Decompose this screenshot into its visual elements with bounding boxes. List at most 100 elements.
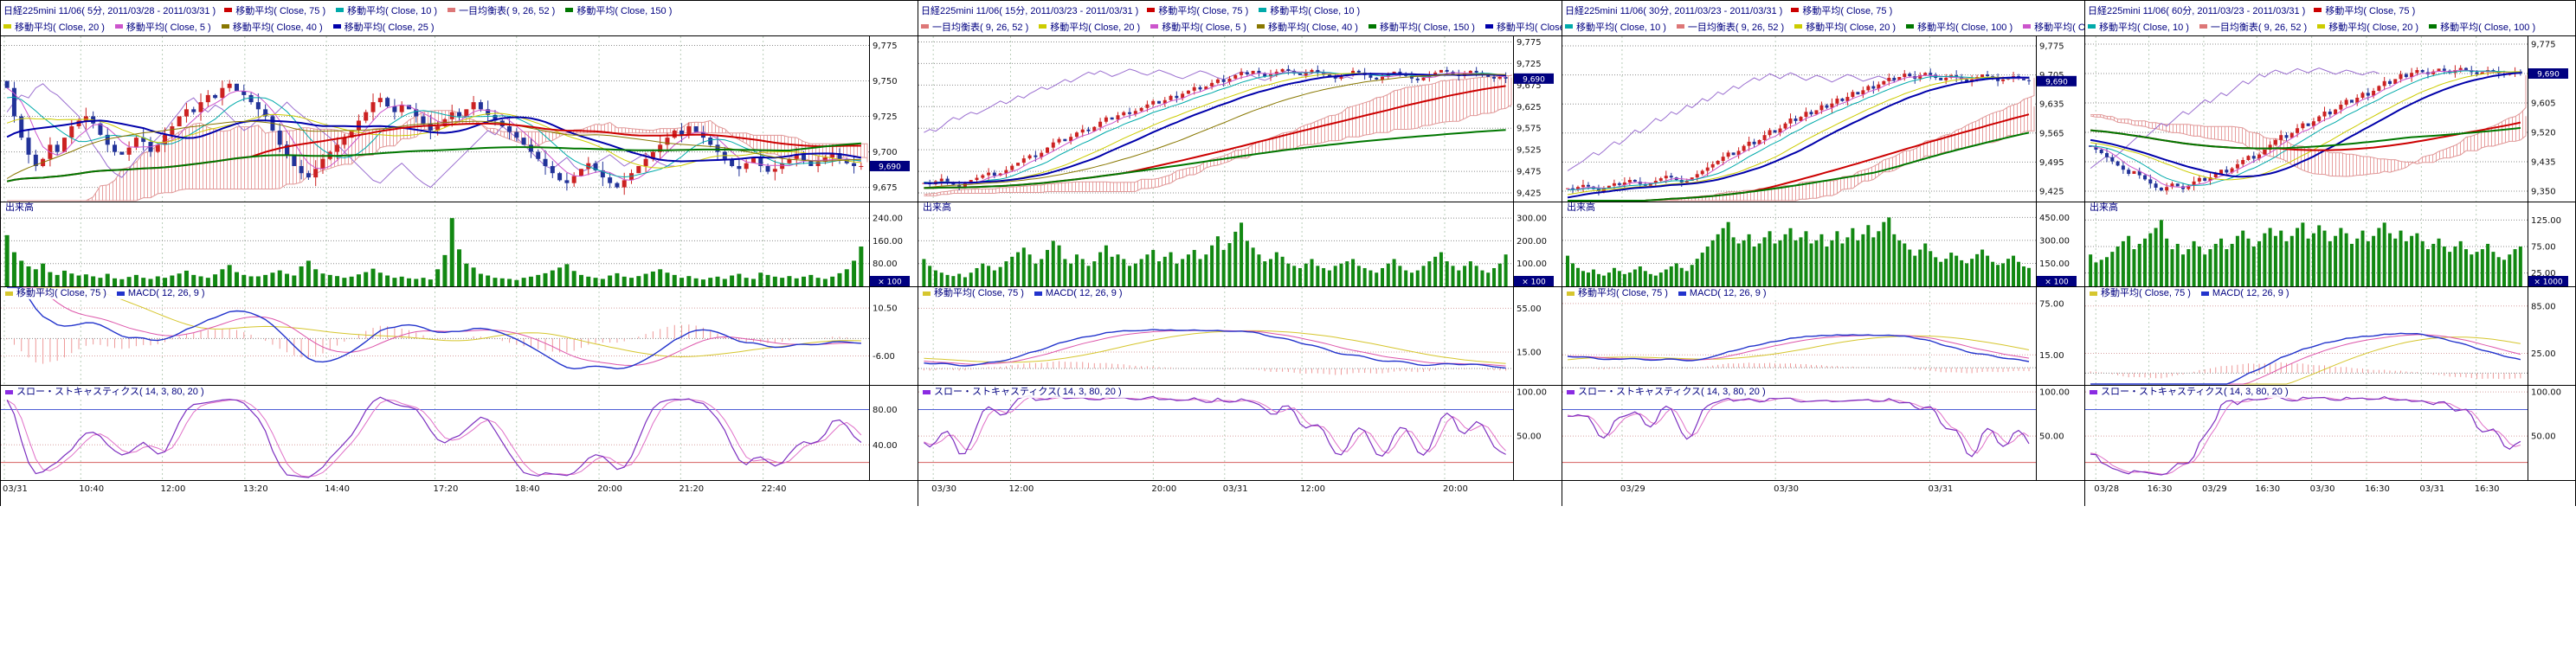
legend-color-marker	[1259, 8, 1267, 12]
svg-text:240.00: 240.00	[873, 215, 903, 224]
legend-color-marker	[448, 8, 456, 12]
section-borders	[1562, 35, 2084, 481]
indicator-legend-item: 移動平均( Close, 150 )	[1368, 20, 1475, 34]
indicator-legend-item: 一目均衡表( 9, 26, 52 )	[448, 3, 555, 17]
indicator-legend-item: 移動平均( Close, 20 )	[2317, 20, 2418, 34]
svg-text:10.50: 10.50	[873, 304, 898, 314]
indicator-legend-row2: 一目均衡表( 9, 26, 52 ) 移動平均( Close, 20 ) 移動平均(…	[921, 20, 1562, 34]
indicator-legend-item: 一目均衡表( 9, 26, 52 )	[2199, 20, 2307, 34]
indicator-legend-item: 移動平均( Close, 150 )	[565, 3, 672, 17]
indicator-legend-item: 移動平均( Close, 5 )	[1150, 20, 1246, 34]
chart-canvas[interactable]: 9,775 9,705 9,635 9,565 9,495 9,425 450.00 300.…	[1562, 35, 2084, 506]
indicator-legend-item: 移動平均( Close, 20 )	[3, 20, 105, 34]
legend-color-marker	[1678, 291, 1686, 296]
chart-canvas[interactable]: 9,775 9,725 9,675 9,625 9,575 9,525 9,475 9,425…	[918, 35, 1562, 506]
legend-color-marker	[1565, 24, 1573, 29]
chart-plot-area[interactable]: 出来高 移動平均( Close, 75 ) MACD( 12, 26, 9 ) …	[2085, 35, 2575, 506]
chart-plot-area[interactable]: 出来高 移動平均( Close, 75 ) MACD( 12, 26, 9 ) …	[1562, 35, 2084, 506]
svg-text:9,565: 9,565	[2039, 129, 2064, 138]
macd-legend: MACD( 12, 26, 9 )	[116, 288, 205, 299]
svg-text:× 100: × 100	[1522, 279, 1546, 287]
svg-text:85.00: 85.00	[2531, 302, 2556, 311]
stochastics-section-label: スロー・ストキャスティクス( 14, 3, 80, 20 )	[2088, 387, 2301, 398]
legend-color-marker	[114, 24, 123, 29]
legend-color-marker	[5, 390, 13, 394]
panel-header: 日経225mini 11/06( 30分, 2011/03/23 - 2011/…	[1562, 1, 2084, 35]
stochastics-legend: スロー・ストキャスティクス( 14, 3, 80, 20 )	[1567, 387, 1766, 398]
indicator-label: 移動平均( Close, 100 )	[2440, 22, 2536, 33]
chart-panel-15min: 日経225mini 11/06( 15分, 2011/03/23 - 2011/…	[918, 0, 1562, 506]
legend-color-marker	[1368, 24, 1376, 29]
indicator-legend-item: 移動平均( Close, 20 )	[1794, 20, 1896, 34]
legend-color-marker	[1150, 24, 1159, 29]
chart-plot-area[interactable]: 出来高 移動平均( Close, 75 ) MACD( 12, 26, 9 ) …	[918, 35, 1562, 506]
indicator-legend-row1: 移動平均( Close, 75 )	[1791, 3, 1903, 17]
indicator-label: 移動平均( Close, 75 )	[2325, 5, 2416, 16]
chart-canvas[interactable]: 9,775 9,690 9,605 9,520 9,435 9,350 125.00 75.0…	[2085, 35, 2575, 506]
legend-color-marker	[1484, 24, 1493, 29]
legend-color-marker	[1147, 8, 1156, 12]
svg-text:9,705: 9,705	[2039, 71, 2064, 80]
svg-text:80.00: 80.00	[873, 259, 898, 269]
svg-text:16:30: 16:30	[2365, 484, 2390, 494]
svg-text:03/30: 03/30	[1774, 484, 1799, 494]
legend-color-marker	[221, 24, 229, 29]
macd-ma-legend: 移動平均( Close, 75 )	[2090, 288, 2191, 299]
legend-color-marker	[2200, 291, 2209, 296]
svg-text:9,675: 9,675	[1517, 81, 1542, 91]
indicator-label: 移動平均( Close, 100 )	[1917, 22, 2013, 33]
stochastics-label: スロー・ストキャスティクス( 14, 3, 80, 20 )	[2101, 387, 2289, 397]
legend-color-marker	[3, 24, 11, 29]
volume-unit-badge: × 1000	[2528, 276, 2568, 287]
indicator-legend-row1: 移動平均( Close, 75 ) 移動平均( Close, 10 )	[1147, 3, 1370, 17]
svg-text:15.00: 15.00	[2039, 351, 2064, 361]
macd-plot	[1567, 334, 2030, 374]
ichimoku-cloud	[924, 68, 1512, 196]
chart-plot-area[interactable]: 出来高 移動平均( Close, 75 ) MACD( 12, 26, 9 ) …	[1, 35, 918, 506]
svg-text:-6.00: -6.00	[873, 352, 895, 362]
indicator-label: 移動平均( Close, 10 )	[1576, 22, 1666, 33]
legend-color-marker	[2090, 291, 2097, 296]
macd-ma-label: 移動平均( Close, 75 )	[934, 288, 1024, 298]
panel-header: 日経225mini 11/06( 60分, 2011/03/23 - 2011/…	[2085, 1, 2575, 35]
svg-text:100.00: 100.00	[2531, 388, 2561, 398]
panel-header: 日経225mini 11/06( 5分, 2011/03/28 - 2011/0…	[1, 1, 918, 35]
svg-text:9,750: 9,750	[873, 77, 898, 86]
legend-color-marker	[1676, 24, 1684, 29]
svg-text:16:30: 16:30	[2255, 484, 2280, 494]
indicator-legend-item: 移動平均( Close, 75 )	[224, 3, 325, 17]
indicator-label: 一目均衡表( 9, 26, 52 )	[2210, 22, 2308, 33]
chart-canvas[interactable]: 9,775 9,750 9,725 9,700 9,675 240.00 160.00 80.…	[1, 35, 918, 506]
moving-averages	[2090, 69, 2521, 189]
macd-label: MACD( 12, 26, 9 )	[127, 288, 205, 298]
legend-color-marker	[1794, 24, 1803, 29]
indicator-legend-item: 移動平均( Close, 20 )	[1039, 20, 1140, 34]
chart-title: 日経225mini 11/06( 60分, 2011/03/23 - 2011/…	[2088, 5, 2306, 16]
macd-plot	[6, 287, 862, 370]
volume-section-label: 出来高	[2088, 202, 2120, 214]
volume-label: 出来高	[5, 202, 34, 213]
legend-color-marker	[1906, 24, 1915, 29]
svg-text:× 100: × 100	[2045, 279, 2069, 287]
indicator-legend-item: 移動平均( Close, 25 )	[332, 20, 435, 34]
svg-text:9,495: 9,495	[2039, 158, 2064, 168]
indicator-legend-item: 移動平均( Close, 5 )	[114, 20, 211, 34]
indicator-label: 移動平均( Close, 10 )	[2099, 22, 2189, 33]
indicator-legend-item: 移動平均( Close, 10 )	[2088, 20, 2189, 34]
svg-text:12:00: 12:00	[1008, 484, 1034, 494]
svg-text:9,635: 9,635	[2039, 100, 2064, 110]
svg-text:9,690: 9,690	[2537, 71, 2560, 80]
svg-text:03/30: 03/30	[2310, 484, 2335, 494]
axis-labels: 9,775 9,750 9,725 9,700 9,675 240.00 160.00 80.…	[873, 42, 903, 451]
svg-text:125.00: 125.00	[2531, 216, 2561, 226]
svg-text:03/29: 03/29	[1620, 484, 1645, 494]
indicator-label: 移動平均( Close, 75 )	[1802, 5, 1893, 16]
legend-color-marker	[1567, 291, 1575, 296]
svg-text:25.00: 25.00	[2531, 269, 2556, 279]
svg-text:20:00: 20:00	[1151, 484, 1176, 494]
legend-color-marker	[224, 8, 233, 12]
gridlines	[1, 36, 869, 480]
indicator-label: 移動平均( Close, 75 )	[1158, 5, 1249, 16]
svg-text:100.00: 100.00	[1517, 388, 1547, 398]
svg-text:03/31: 03/31	[2419, 484, 2444, 494]
